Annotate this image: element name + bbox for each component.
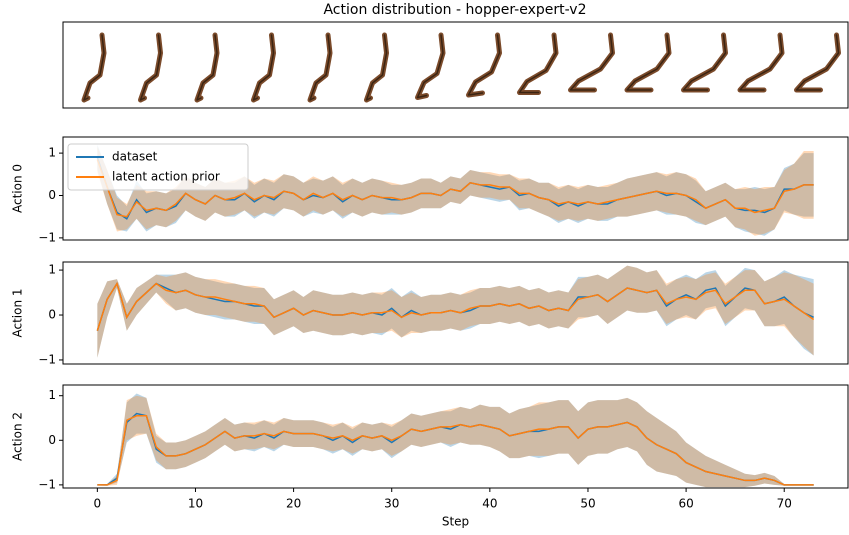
std-band bbox=[97, 393, 814, 488]
series-line bbox=[96, 281, 815, 331]
axes-frame bbox=[62, 136, 849, 241]
hopper-shade bbox=[626, 34, 670, 91]
x-tick-label: 40 bbox=[482, 497, 497, 511]
hopper-shade bbox=[309, 34, 331, 101]
x-axis-label: Step bbox=[442, 515, 469, 529]
hopper-shade bbox=[795, 34, 840, 91]
legend-box bbox=[67, 143, 249, 191]
y-axis-label: Action 1 bbox=[11, 288, 25, 337]
legend-label: dataset bbox=[112, 150, 158, 164]
y-tick-label: −1 bbox=[38, 477, 56, 491]
chart-title: Action distribution - hopper-expert-v2 bbox=[323, 2, 586, 18]
hopper-shade bbox=[518, 34, 557, 94]
hopper-shade bbox=[252, 34, 275, 101]
series-line bbox=[96, 159, 814, 218]
y-tick-label: 0 bbox=[48, 188, 56, 202]
x-tick-label: 50 bbox=[580, 497, 595, 511]
hopper-shade bbox=[739, 34, 783, 91]
hopper-shade bbox=[365, 34, 388, 101]
y-tick-label: 1 bbox=[48, 146, 56, 160]
y-tick-label: 0 bbox=[48, 433, 56, 447]
hopper-shade bbox=[569, 34, 614, 91]
hopper-shade bbox=[682, 34, 727, 91]
series-line bbox=[97, 415, 814, 486]
hopper-shade bbox=[139, 34, 162, 101]
x-tick-label: 10 bbox=[188, 497, 203, 511]
y-axis-label: Action 0 bbox=[11, 164, 25, 213]
x-tick-label: 30 bbox=[384, 497, 399, 511]
x-tick-label: 0 bbox=[94, 497, 102, 511]
hopper-shade bbox=[416, 34, 444, 99]
legend-label: latent action prior bbox=[112, 170, 220, 184]
hopper-shade bbox=[196, 34, 218, 101]
hopper-shade bbox=[467, 34, 501, 96]
y-tick-label: −1 bbox=[38, 230, 56, 244]
y-tick-label: 1 bbox=[48, 388, 56, 402]
std-band bbox=[97, 395, 814, 488]
y-tick-label: 1 bbox=[48, 263, 56, 277]
x-tick-label: 70 bbox=[777, 497, 792, 511]
x-tick-label: 20 bbox=[286, 497, 301, 511]
y-tick-label: −1 bbox=[38, 352, 56, 366]
axes-frame bbox=[62, 384, 849, 489]
render-strip bbox=[62, 21, 849, 109]
y-tick-label: 0 bbox=[48, 308, 56, 322]
hopper-shade bbox=[83, 34, 105, 101]
std-band bbox=[97, 146, 814, 236]
axes-frame bbox=[62, 261, 849, 365]
y-axis-label: Action 2 bbox=[11, 412, 25, 461]
x-tick-label: 60 bbox=[678, 497, 693, 511]
hopper-renders bbox=[81, 32, 841, 103]
